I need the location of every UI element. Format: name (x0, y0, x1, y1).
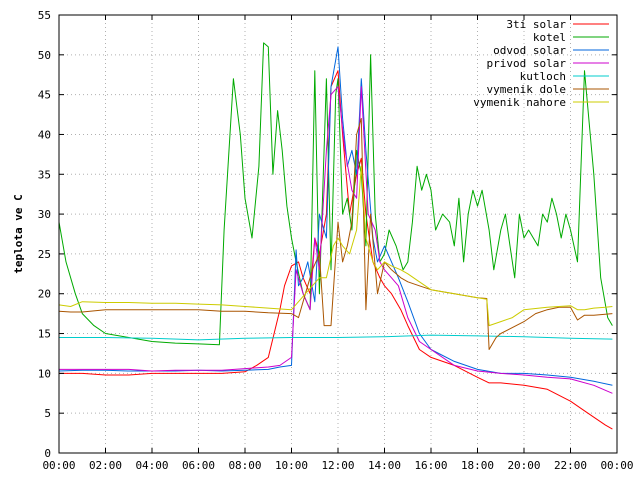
x-tick-label: 00:00 (42, 459, 75, 472)
x-tick-label: 20:00 (507, 459, 540, 472)
y-tick-label: 45 (38, 89, 51, 102)
y-axis: 0 5 10 15 20 25 30 35 40 45 50 55 (38, 9, 617, 460)
legend-label: kutloch (520, 70, 566, 83)
y-tick-label: 50 (38, 49, 51, 62)
y-tick-label: 10 (38, 367, 51, 380)
y-tick-label: 30 (38, 208, 51, 221)
series-line-vymenik-dole (58, 118, 613, 350)
series-line-kotel (58, 42, 613, 346)
y-tick-label: 25 (38, 248, 51, 261)
y-tick-label: 40 (38, 128, 51, 141)
series-line-privod-solar (59, 86, 613, 394)
x-tick-label: 16:00 (414, 459, 447, 472)
x-tick-label: 22:00 (554, 459, 587, 472)
y-tick-label: 15 (38, 328, 51, 341)
series-line-3ti-solar (59, 70, 613, 430)
x-axis: 00:00 02:00 04:00 06:00 08:00 10:00 12:00 14:00… (42, 15, 634, 472)
y-tick-label: 20 (38, 288, 51, 301)
series-line-odvod-solar (58, 46, 613, 386)
legend-label: vymenik nahore (473, 96, 566, 109)
legend-label: vymenik dole (487, 83, 566, 96)
y-tick-label: 5 (44, 407, 51, 420)
legend-label: 3ti solar (506, 18, 566, 31)
x-tick-label: 06:00 (182, 459, 215, 472)
x-tick-label: 04:00 (135, 459, 168, 472)
series-line-kutloch (59, 334, 613, 341)
x-tick-label: 00:00 (600, 459, 633, 472)
series-lines (58, 42, 613, 430)
series-line-vymenik-nahore (58, 165, 613, 327)
legend-label: privod solar (487, 57, 567, 70)
legend-label: kotel (533, 31, 566, 44)
y-tick-label: 35 (38, 168, 51, 181)
x-tick-label: 02:00 (89, 459, 122, 472)
legend-label: odvod solar (493, 44, 566, 57)
y-tick-label: 0 (44, 447, 51, 460)
x-tick-label: 10:00 (275, 459, 308, 472)
x-tick-label: 18:00 (461, 459, 494, 472)
x-tick-label: 14:00 (368, 459, 401, 472)
x-tick-label: 08:00 (228, 459, 261, 472)
x-tick-label: 12:00 (321, 459, 354, 472)
y-tick-label: 55 (38, 9, 51, 22)
y-axis-label: teplota ve C (12, 194, 25, 273)
